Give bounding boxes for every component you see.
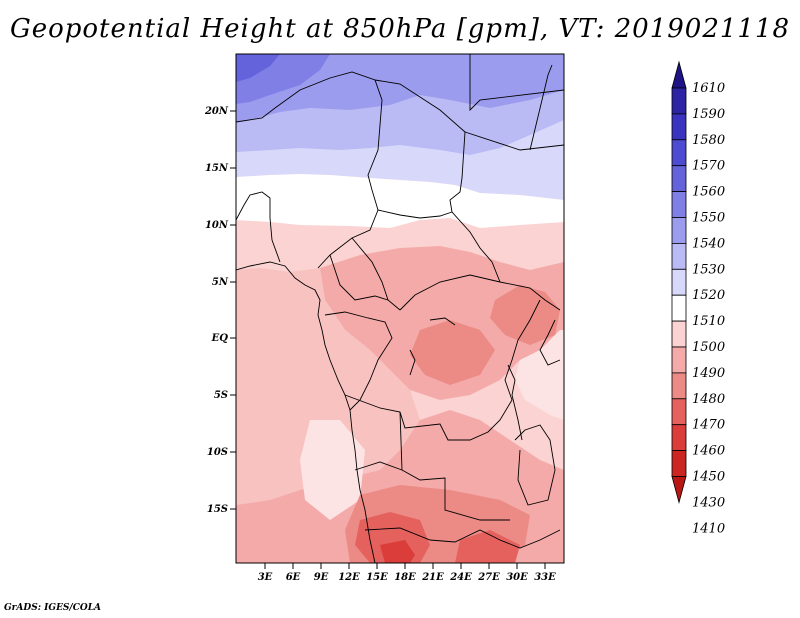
colorbar-label: 1460 [692,444,725,459]
colorbar-swatch [671,398,687,426]
colorbar-label: 1480 [692,392,725,407]
lon-label: 27E [477,572,500,583]
colorbar-label: 1520 [692,288,725,303]
colorbar-label: 1430 [692,495,725,510]
lat-label: 5S [214,390,228,401]
lon-label: 6E [286,572,301,583]
lon-label: 18E [394,572,416,583]
colorbar-label: 1450 [692,470,725,485]
colorbar-swatch [671,242,687,270]
colorbar-label: 1410 [692,521,725,536]
colorbar-label: 1570 [692,159,725,174]
plot-frame [235,53,565,564]
lat-label: 5N [212,277,229,288]
colorbar-label: 1550 [692,211,725,226]
lat-label: 10S [207,447,228,458]
colorbar-label: 1560 [692,185,725,200]
lat-label: 10N [205,220,229,231]
lat-label: 15S [207,504,228,515]
colorbar-label: 1590 [692,107,725,122]
latitude-axis: 20N 15N 10N 5N EQ 5S 10S 15S [204,106,236,515]
colorbar-swatch [671,217,687,244]
colorbar-swatch [671,139,687,167]
colorbar-label: 1610 [692,81,725,96]
lon-label: 30E [506,572,528,583]
lat-label: EQ [211,333,229,344]
colorbar-swatch [671,268,687,296]
lon-label: 24E [449,572,472,583]
lon-label: 9E [314,572,329,583]
colorbar-label: 1580 [692,133,725,148]
colorbar-swatch [671,346,687,374]
lon-label: 12E [338,572,360,583]
lat-label: 15N [205,163,229,174]
colorbar-swatch [671,450,687,477]
colorbar-label: 1540 [692,236,725,251]
colorbar-arrow-top [671,60,687,89]
colorbar-swatch [671,87,687,115]
colorbar-swatch [671,294,687,322]
colorbar-swatch [671,165,687,192]
lat-label: 20N [204,106,229,117]
lon-label: 21E [421,572,444,583]
map-title: Geopotential Height at 850hPa [gpm], VT:… [9,14,791,44]
colorbar-arrow-bottom [671,476,687,505]
colorbar-label: 1500 [692,340,725,355]
grads-credit: GrADS: IGES/COLA [4,603,102,613]
colorbar-swatch [671,424,687,452]
colorbar-swatch [671,191,687,218]
colorbar-label: 1470 [692,418,725,433]
geopotential-field [236,54,564,563]
colorbar-swatch [671,113,687,141]
colorbar-label: 1510 [692,314,725,329]
lon-label: 33E [534,572,556,583]
lon-label: 15E [366,572,388,583]
colorbar-swatch [671,372,687,400]
country-borders [236,54,564,563]
colorbar-label: 1530 [692,262,725,277]
colorbar-label: 1490 [692,366,725,381]
colorbar-swatch [671,320,687,348]
colorbar: 1610 1590 1580 1570 1560 1550 1540 1530 1520 1510… [671,60,725,536]
longitude-axis: 3E 6E 9E 12E 15E 18E 21E 24E 27E 30E 33E [258,563,556,583]
lon-label: 3E [258,572,273,583]
